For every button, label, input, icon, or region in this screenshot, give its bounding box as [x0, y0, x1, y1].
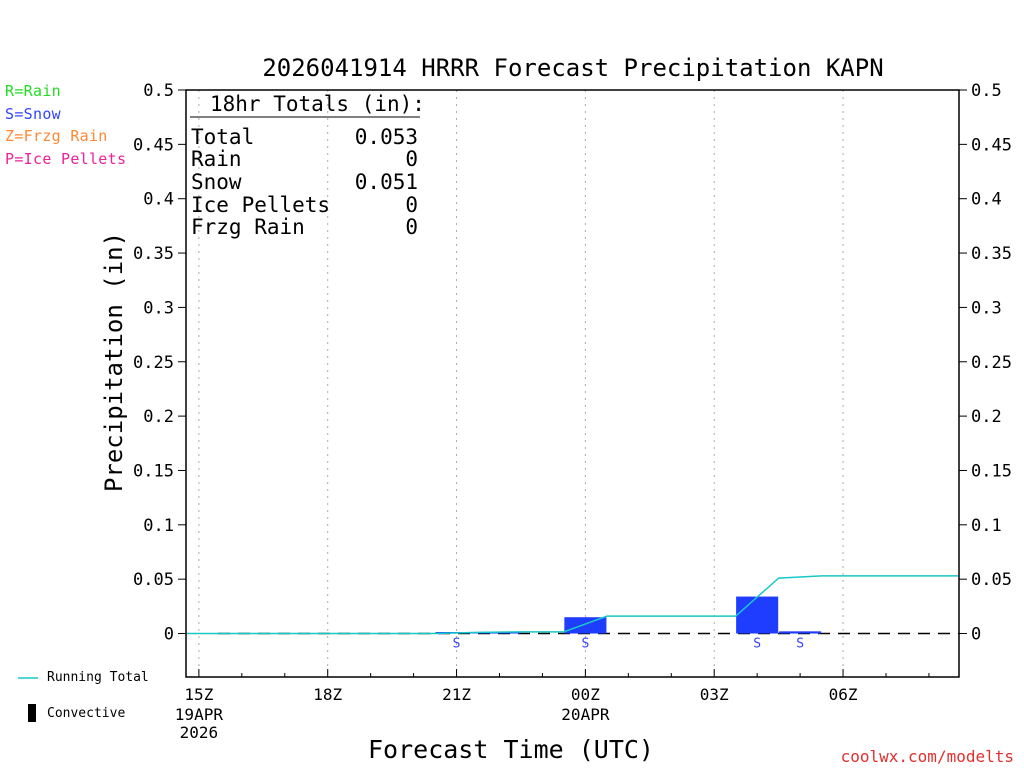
x-tick-label: 18Z [313, 685, 342, 704]
y-tick-label-right: 0.3 [971, 298, 1002, 318]
legend-running-total: Running Total [47, 670, 149, 685]
running-total-layer [186, 575, 959, 635]
precip-bar [564, 617, 607, 634]
y-tick-label-right: 0.45 [971, 135, 1012, 155]
precip-bar [779, 631, 822, 634]
y-axis-label: Precipitation (in) [100, 232, 128, 492]
legend-snow: S=Snow [5, 105, 61, 123]
legend-rain: R=Rain [5, 82, 61, 100]
convective-legend-swatch [28, 704, 36, 722]
y-tick-label-left: 0.3 [143, 298, 174, 318]
y-tick-label-right: 0.5 [971, 81, 1002, 101]
plot-frame [185, 89, 960, 678]
x-tick-label: 15Z [184, 685, 213, 704]
y-tick-label-left: 0.4 [143, 190, 174, 210]
totals-header: 18hr Totals (in): [210, 92, 425, 116]
precip-bar [736, 596, 779, 634]
y-tick-label-left: 0.35 [133, 244, 174, 264]
running-total-line [186, 575, 959, 635]
x-axis-label: Forecast Time (UTC) [368, 735, 654, 764]
y-tick-label-left: 0.05 [133, 570, 174, 590]
credit-text: coolwx.com/modelts [841, 747, 1014, 766]
y-tick-label-left: 0 [164, 625, 174, 645]
totals-label-total: Total [191, 125, 254, 149]
totals-label-rain: Rain [191, 147, 242, 171]
x-tick-label: 21Z [442, 685, 471, 704]
y-tick-label-left: 0.45 [133, 135, 174, 155]
y-tick-label-right: 0.2 [971, 407, 1002, 427]
x-tick-sublabel: 20APR [561, 705, 610, 724]
totals-value-ice-pellets: 0 [405, 193, 418, 217]
y-tick-label-left: 0.5 [143, 81, 174, 101]
y-tick-label-left: 0.2 [143, 407, 174, 427]
x-tick-label: 06Z [829, 685, 858, 704]
legend-ice-pellets: P=Ice Pellets [5, 150, 127, 168]
y-tick-label-right: 0.05 [971, 570, 1012, 590]
precip-type-label: S [581, 637, 589, 652]
y-tick-label-right: 0.4 [971, 190, 1002, 210]
y-tick-label-right: 0 [971, 625, 981, 645]
y-tick-label-right: 0.15 [971, 461, 1012, 481]
totals-box: 18hr Totals (in): Total 0.053 Rain 0 Sno… [190, 92, 425, 239]
grid-layer [198, 90, 959, 677]
x-tick-sublabel: 19APR [175, 705, 224, 724]
legend-convective: Convective [47, 706, 126, 721]
legend-frzg-rain: Z=Frzg Rain [5, 127, 108, 145]
totals-value-frzg-rain: 0 [405, 215, 418, 239]
y-tick-label-right: 0.1 [971, 516, 1002, 536]
totals-label-snow: Snow [191, 170, 242, 194]
precip-type-label: S [796, 637, 804, 652]
y-tick-label-left: 0.1 [143, 516, 174, 536]
y-tick-label-right: 0.35 [971, 244, 1012, 264]
totals-value-rain: 0 [405, 147, 418, 171]
chart-title: 2026041914 HRRR Forecast Precipitation K… [262, 54, 883, 82]
totals-label-ice-pellets: Ice Pellets [191, 193, 330, 217]
y-tick-label-left: 0.25 [133, 353, 174, 373]
x-tick-label: 00Z [571, 685, 600, 704]
totals-value-total: 0.053 [355, 125, 418, 149]
x-tick-label: 03Z [700, 685, 729, 704]
y-tick-label-left: 0.15 [133, 461, 174, 481]
precip-type-label: S [453, 637, 461, 652]
precip-type-label: S [753, 637, 761, 652]
y-tick-label-right: 0.25 [971, 353, 1012, 373]
totals-label-frzg-rain: Frzg Rain [191, 215, 305, 239]
x-tick-sublabel: 2026 [180, 723, 219, 742]
totals-value-snow: 0.051 [355, 170, 418, 194]
